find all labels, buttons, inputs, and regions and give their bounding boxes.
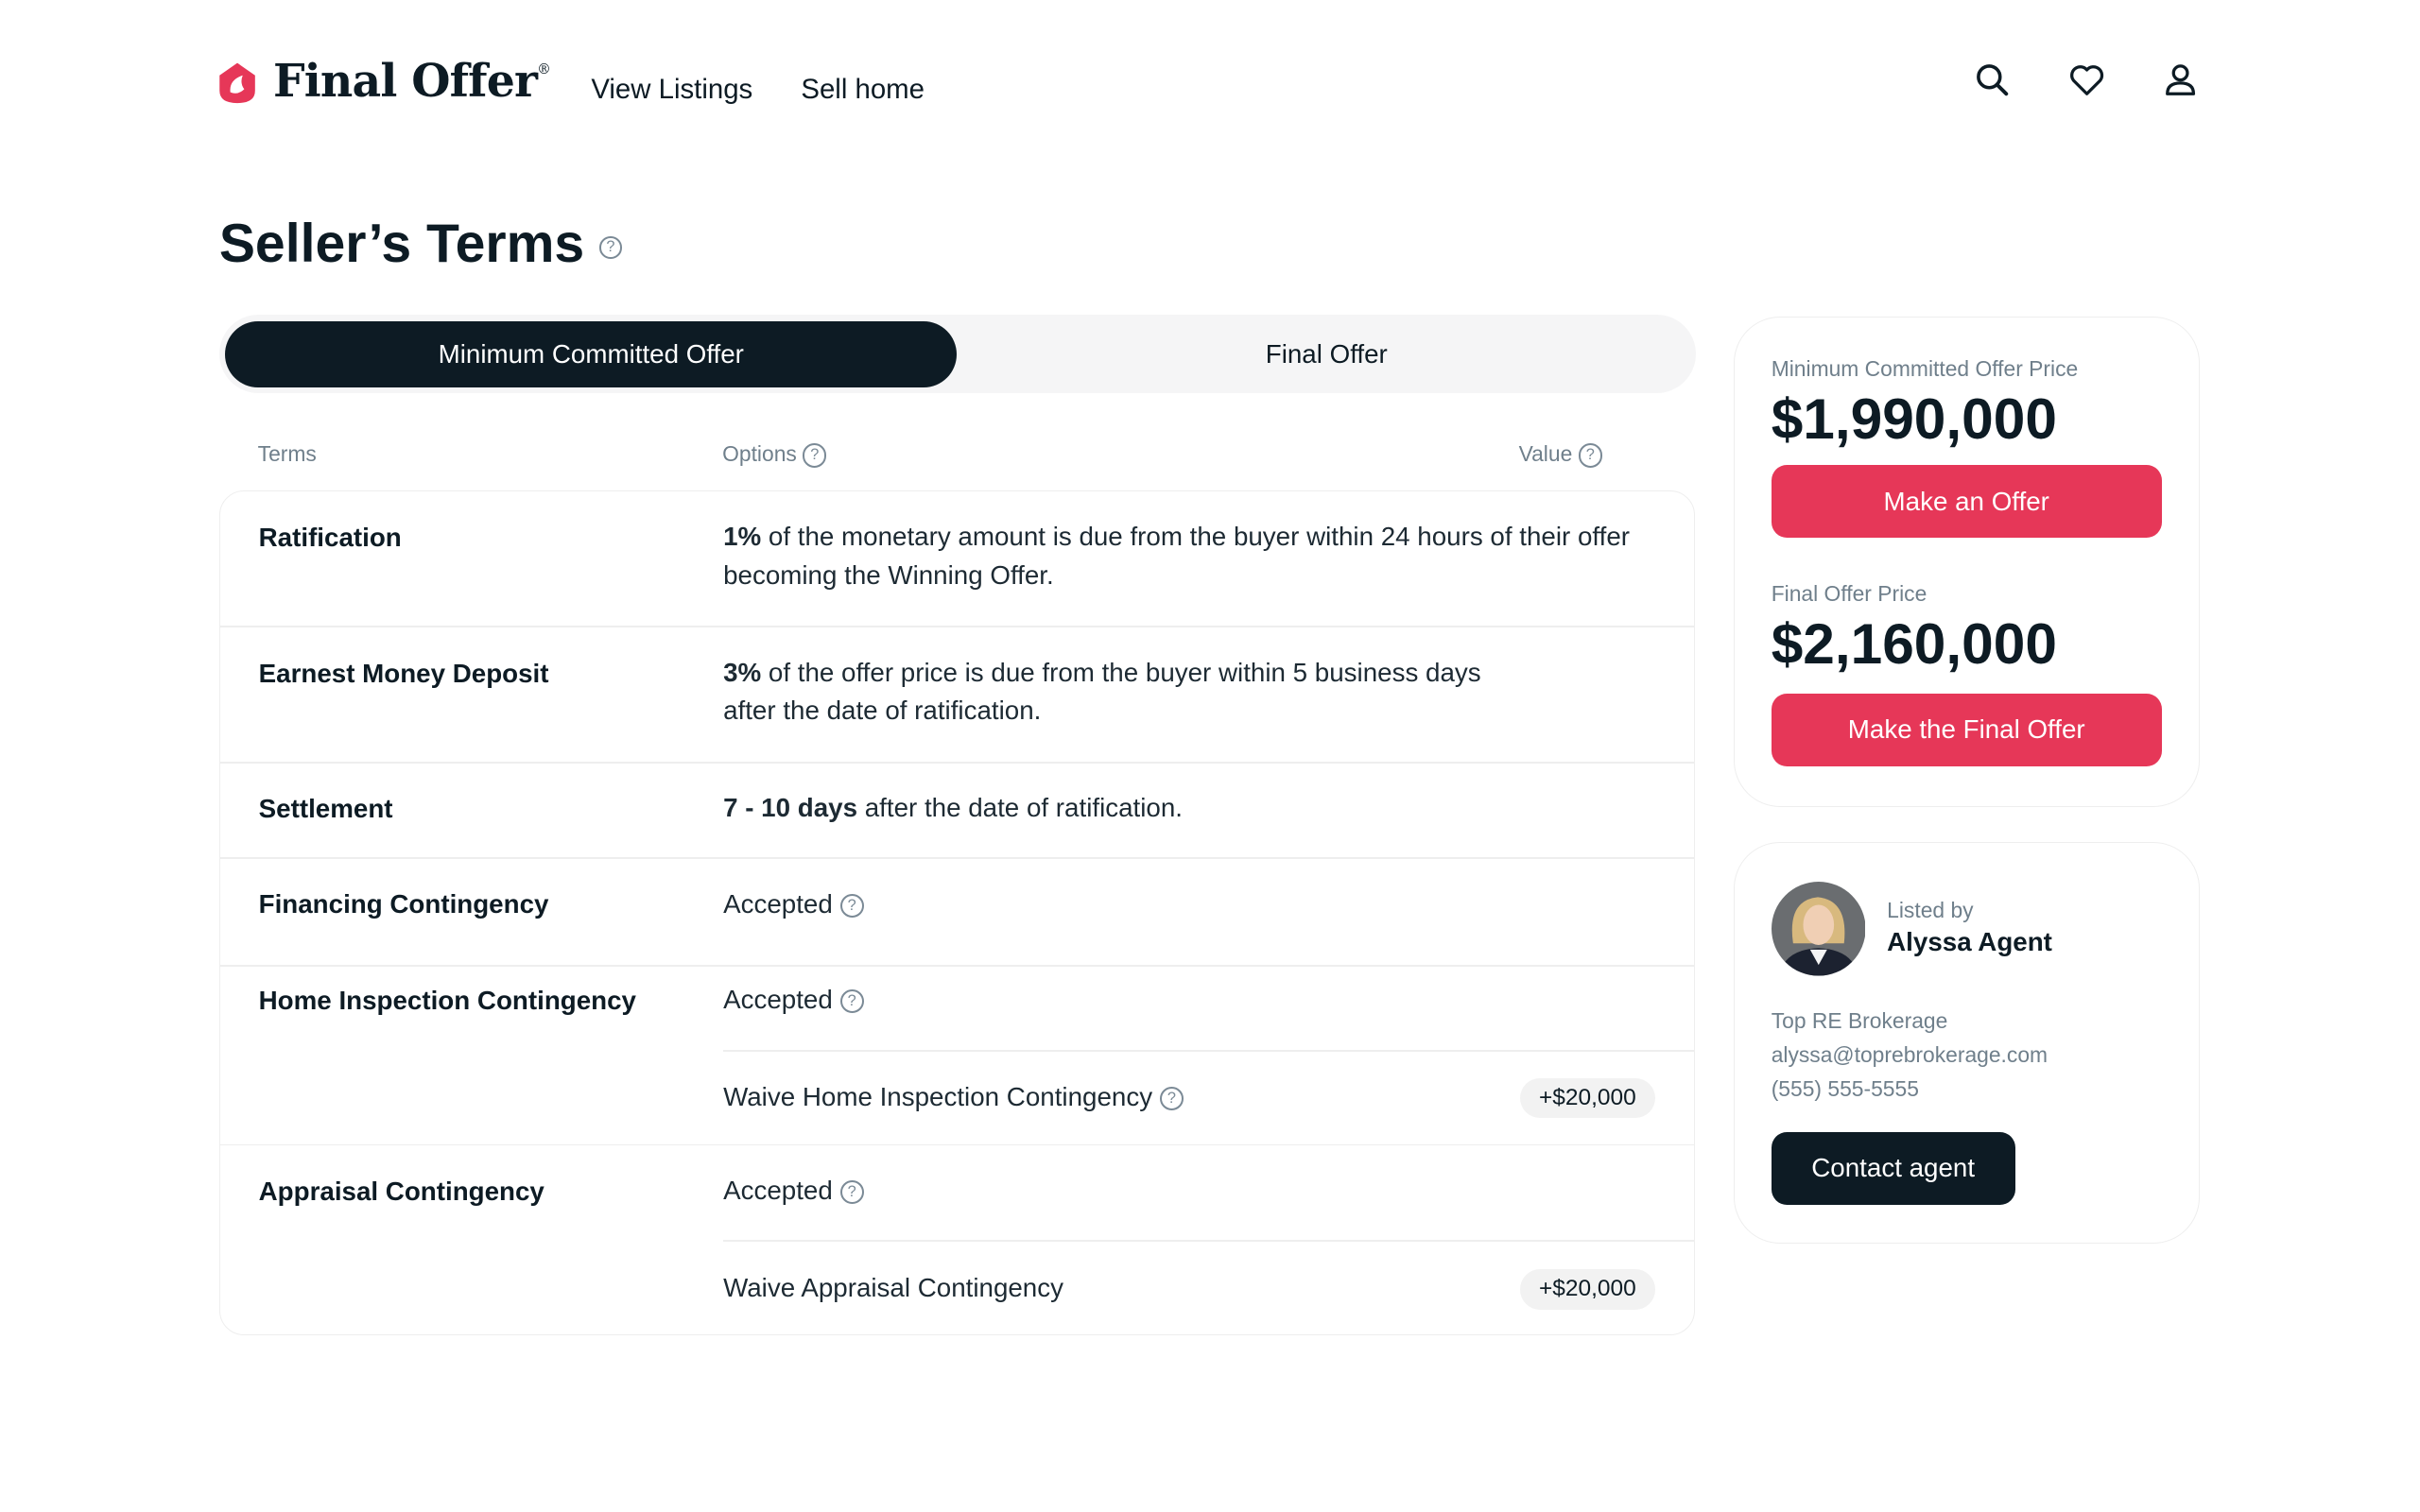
page-title-text: Seller’s Terms bbox=[218, 214, 585, 275]
term-option: Accepted ? bbox=[723, 981, 864, 1020]
option-text: after the date of ratification. bbox=[857, 793, 1183, 823]
offer-type-tabs: Minimum Committed Offer Final Offer bbox=[218, 315, 1697, 394]
search-icon[interactable] bbox=[1974, 61, 2011, 98]
help-icon[interactable]: ? bbox=[599, 236, 622, 259]
header-value: Value ? bbox=[1519, 441, 1602, 468]
agent-brokerage: Top RE Brokerage bbox=[1771, 1008, 1948, 1034]
option-text: Accepted bbox=[723, 984, 833, 1014]
agent-name: Alyssa Agent bbox=[1887, 926, 2052, 956]
divider bbox=[219, 965, 1695, 968]
term-option: Accepted ? bbox=[723, 885, 864, 924]
final-price: $2,160,000 bbox=[1771, 610, 2057, 676]
agent-avatar bbox=[1771, 882, 1866, 976]
term-label: Earnest Money Deposit bbox=[258, 658, 549, 688]
option-text: of the offer price is due from the buyer… bbox=[761, 657, 1481, 687]
min-price-label: Minimum Committed Offer Price bbox=[1771, 355, 2079, 381]
term-option: Accepted ? bbox=[723, 1172, 864, 1211]
registered-mark: ® bbox=[537, 61, 551, 78]
page-title: Seller’s Terms ? bbox=[219, 213, 622, 275]
divider bbox=[219, 1143, 1695, 1146]
option-bold: 7 - 10 days bbox=[723, 793, 857, 823]
logo-icon bbox=[218, 62, 255, 104]
term-label: Ratification bbox=[258, 522, 402, 552]
final-price-label: Final Offer Price bbox=[1771, 580, 1927, 606]
option-text: Accepted bbox=[723, 888, 833, 919]
divider bbox=[219, 626, 1695, 627]
term-sub-option: Waive Home Inspection Contingency ? bbox=[723, 1078, 1184, 1117]
header-value-text: Value bbox=[1518, 440, 1573, 466]
help-icon[interactable]: ? bbox=[1159, 1086, 1184, 1110]
contact-agent-button[interactable]: Contact agent bbox=[1771, 1131, 2015, 1205]
help-icon[interactable]: ? bbox=[839, 893, 864, 918]
term-label: Home Inspection Contingency bbox=[258, 985, 636, 1015]
heart-icon[interactable] bbox=[2068, 61, 2105, 98]
header-options-text: Options bbox=[722, 440, 797, 466]
brand-name: Final Offer bbox=[272, 55, 538, 108]
header-options: Options ? bbox=[722, 440, 827, 468]
term-label: Financing Contingency bbox=[258, 889, 549, 919]
user-icon[interactable] bbox=[2162, 61, 2199, 98]
terms-table: Ratification 1% of the monetary amount i… bbox=[218, 490, 1696, 1335]
help-icon[interactable]: ? bbox=[1578, 443, 1602, 468]
option-text: of the monetary amount is due from the b… bbox=[723, 521, 1630, 590]
header-terms: Terms bbox=[257, 440, 317, 466]
term-label: Settlement bbox=[258, 794, 393, 824]
agent-card: Listed by Alyssa Agent Top RE Brokerage … bbox=[1733, 842, 2200, 1245]
nav-sell-home[interactable]: Sell home bbox=[801, 74, 925, 106]
help-icon[interactable]: ? bbox=[839, 988, 864, 1014]
listed-by-label: Listed by bbox=[1887, 897, 1974, 922]
make-offer-button[interactable]: Make an Offer bbox=[1771, 465, 2162, 539]
nav-view-listings[interactable]: View Listings bbox=[591, 74, 753, 106]
option-bold: 1% bbox=[723, 521, 762, 551]
term-option: 7 - 10 days after the date of ratificati… bbox=[723, 789, 1183, 828]
option-text: Waive Home Inspection Contingency bbox=[723, 1081, 1153, 1111]
option-bold: 3% bbox=[723, 657, 762, 687]
term-sub-option: Waive Appraisal Contingency bbox=[723, 1273, 1063, 1303]
term-option: 1% of the monetary amount is due from th… bbox=[723, 518, 1650, 595]
help-icon[interactable]: ? bbox=[803, 443, 827, 468]
value-badge: +$20,000 bbox=[1519, 1269, 1656, 1310]
option-text: Accepted bbox=[723, 1176, 833, 1206]
make-final-offer-button[interactable]: Make the Final Offer bbox=[1771, 694, 2162, 766]
value-badge: +$20,000 bbox=[1519, 1077, 1656, 1119]
tab-minimum-committed-offer[interactable]: Minimum Committed Offer bbox=[225, 320, 958, 387]
term-label: Appraisal Contingency bbox=[258, 1177, 544, 1207]
term-option: 3% of the offer price is due from the bu… bbox=[723, 654, 1481, 731]
agent-email[interactable]: alyssa@toprebrokerage.com bbox=[1771, 1042, 2048, 1068]
min-price: $1,990,000 bbox=[1771, 386, 2057, 451]
pricing-card: Minimum Committed Offer Price $1,990,000… bbox=[1733, 316, 2200, 808]
option-text: after the date of ratification. bbox=[723, 696, 1042, 726]
divider bbox=[219, 761, 1695, 764]
brand-logo[interactable]: Final Offer® bbox=[272, 55, 551, 108]
divider bbox=[723, 1240, 1695, 1242]
divider bbox=[219, 857, 1695, 859]
agent-phone[interactable]: (555) 555-5555 bbox=[1771, 1075, 1919, 1101]
tab-final-offer[interactable]: Final Offer bbox=[1265, 338, 1388, 369]
divider bbox=[723, 1050, 1695, 1052]
help-icon[interactable]: ? bbox=[839, 1180, 864, 1205]
